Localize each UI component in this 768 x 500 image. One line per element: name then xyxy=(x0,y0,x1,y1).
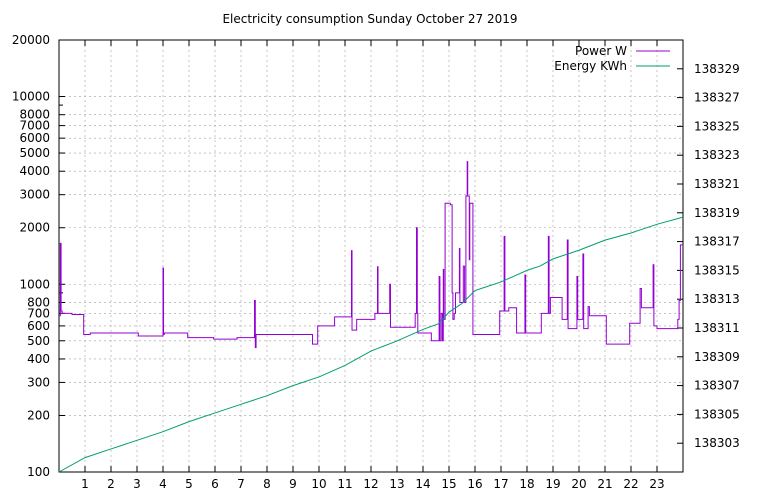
legend-label: Energy KWh xyxy=(554,59,627,73)
x-tick-label: 6 xyxy=(211,477,219,491)
x-tick-label: 19 xyxy=(545,477,560,491)
y-left-tick-label: 700 xyxy=(27,306,50,320)
grid xyxy=(59,39,683,473)
x-tick-label: 13 xyxy=(389,477,404,491)
x-tick-label: 4 xyxy=(159,477,167,491)
y-right-tick-label: 138329 xyxy=(694,62,740,76)
chart-title: Electricity consumption Sunday October 2… xyxy=(222,12,517,26)
y-left-tick-label: 400 xyxy=(27,352,50,366)
y-left-tick-label: 100 xyxy=(27,465,50,479)
y-right-tick-label: 138305 xyxy=(694,407,740,421)
y-left-tick-label: 8000 xyxy=(19,108,50,122)
energy-series-line xyxy=(58,216,684,473)
x-tick-label: 18 xyxy=(519,477,534,491)
x-tick-label: 16 xyxy=(467,477,482,491)
y-right-tick-label: 138303 xyxy=(694,436,740,450)
y-right-tick-label: 138313 xyxy=(694,292,740,306)
y-left-tick-label: 3000 xyxy=(19,188,50,202)
y-left-tick-label: 4000 xyxy=(19,164,50,178)
x-tick-label: 1 xyxy=(81,477,89,491)
legend-label: Power W xyxy=(575,44,627,58)
y-left-tick-label: 300 xyxy=(27,375,50,389)
y-left-tick-label: 200 xyxy=(27,408,50,422)
x-tick-label: 23 xyxy=(649,477,664,491)
y-left-tick-label: 500 xyxy=(27,334,50,348)
x-tick-label: 2 xyxy=(107,477,115,491)
y-right-tick-label: 138319 xyxy=(694,206,740,220)
y-right-tick-label: 138311 xyxy=(694,321,740,335)
x-tick-label: 20 xyxy=(571,477,586,491)
y-left-tick-label: 800 xyxy=(27,295,50,309)
power-series-line xyxy=(59,161,683,349)
x-tick-label: 15 xyxy=(441,477,456,491)
y-right-tick-label: 138325 xyxy=(694,119,740,133)
x-tick-label: 7 xyxy=(237,477,245,491)
y-left-tick-label: 5000 xyxy=(19,146,50,160)
y-left-tick-label: 1000 xyxy=(19,277,50,291)
y-right-tick-label: 138307 xyxy=(694,379,740,393)
y-left-tick-label: 7000 xyxy=(19,119,50,133)
x-tick-label: 21 xyxy=(597,477,612,491)
y-left-tick-label: 600 xyxy=(27,319,50,333)
x-tick-label: 17 xyxy=(493,477,508,491)
y-left-tick-label: 6000 xyxy=(19,131,50,145)
y-right-tick-label: 138323 xyxy=(694,148,740,162)
x-tick-label: 11 xyxy=(337,477,352,491)
x-tick-label: 5 xyxy=(185,477,193,491)
y-left-tick-label: 10000 xyxy=(12,90,50,104)
x-tick-label: 22 xyxy=(623,477,638,491)
y-right-tick-label: 138309 xyxy=(694,350,740,364)
y-left-tick-label: 20000 xyxy=(12,33,50,47)
x-tick-label: 10 xyxy=(311,477,326,491)
y-right-tick-label: 138315 xyxy=(694,263,740,277)
x-tick-label: 9 xyxy=(289,477,297,491)
x-tick-label: 12 xyxy=(363,477,378,491)
x-tick-label: 14 xyxy=(415,477,430,491)
y-right-tick-label: 138321 xyxy=(694,177,740,191)
y-left-tick-label: 2000 xyxy=(19,221,50,235)
x-tick-label: 8 xyxy=(263,477,271,491)
y-right-tick-label: 138327 xyxy=(694,91,740,105)
y-right-tick-label: 138317 xyxy=(694,235,740,249)
axes: 1 2 3 4 5 6 7 8 9 10 11 12 13 14 15 16 17 18 19 20 21 22 23100… xyxy=(12,33,740,491)
x-tick-label: 3 xyxy=(133,477,141,491)
series xyxy=(58,161,684,473)
plot-frame xyxy=(58,39,684,473)
